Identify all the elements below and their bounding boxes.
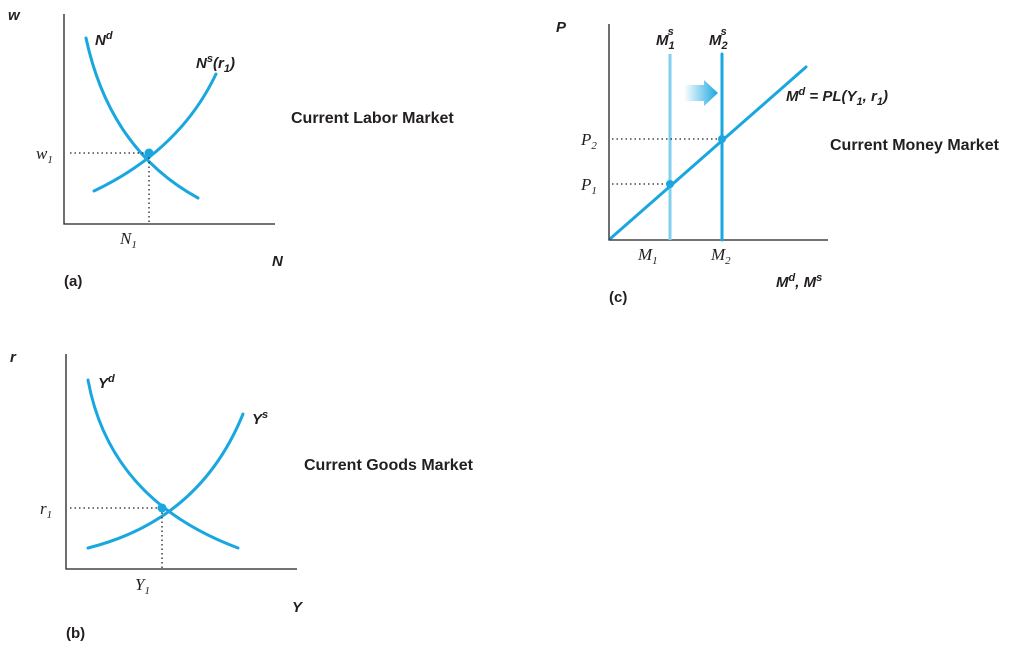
panel-c-axes [608,24,828,241]
money-supply-2-label: M2s [709,26,728,52]
panel-b-label: (b) [66,625,85,642]
goods-supply-curve [86,412,245,550]
panel-c: P M1s M2s Md = PL(Y1, r1) P2 P1 M1 M2 Md… [556,19,1000,306]
panel-a-equilibrium-guides [70,152,150,224]
panel-c-y-axis-label: P [556,19,567,36]
panel-a-axes [63,14,275,225]
money-demand-line [609,65,808,240]
panel-c-price-guides [612,138,722,185]
panel-b-equilibrium-guides [70,507,163,569]
panel-a-x-tick-n1: N1 [119,229,137,251]
goods-equilibrium-point [157,503,167,513]
panel-c-x-axis-label: Md, Ms [776,272,822,291]
shift-right-arrow-icon [684,80,718,106]
panel-b-y-axis-label: r [10,349,17,366]
panel-b: r Yd Ys r1 Y1 Y Current Goods Market (b) [10,349,474,642]
panel-b-y-tick-r1: r1 [40,499,52,521]
money-demand-label: Md = PL(Y1, r1) [786,86,888,108]
panel-a: w Nd Ns(r1) w1 N1 N Current Labor Market… [8,7,454,290]
panel-b-axes [65,354,297,570]
panel-c-y-tick-p2: P2 [580,130,597,152]
panel-b-x-axis-label: Y [292,599,304,616]
money-supply-1-label: M1s [656,26,675,52]
panel-c-x-tick-m1: M1 [637,245,658,267]
labor-supply-curve [92,72,218,193]
panel-b-x-tick-y1: Y1 [135,575,150,597]
labor-demand-label: Nd [95,30,113,49]
panel-c-title: Current Money Market [830,137,1000,154]
panel-a-label: (a) [64,273,82,290]
labor-supply-label: Ns(r1) [196,53,235,75]
panel-c-y-tick-p1: P1 [580,175,597,197]
panel-c-label: (c) [609,289,627,306]
panel-a-y-axis-label: w [8,7,21,24]
panel-a-x-axis-label: N [272,253,284,270]
money-equilibrium-1-point [666,180,674,188]
panel-b-title: Current Goods Market [304,457,474,474]
goods-supply-label: Ys [252,409,268,428]
panel-a-y-tick-w1: w1 [36,144,53,166]
labor-demand-curve [84,36,200,200]
panel-c-x-tick-m2: M2 [710,245,731,267]
goods-demand-label: Yd [98,373,115,392]
panel-a-title: Current Labor Market [291,110,454,127]
labor-equilibrium-point [144,148,154,158]
money-equilibrium-2-point [718,135,726,143]
goods-demand-curve [86,378,240,550]
